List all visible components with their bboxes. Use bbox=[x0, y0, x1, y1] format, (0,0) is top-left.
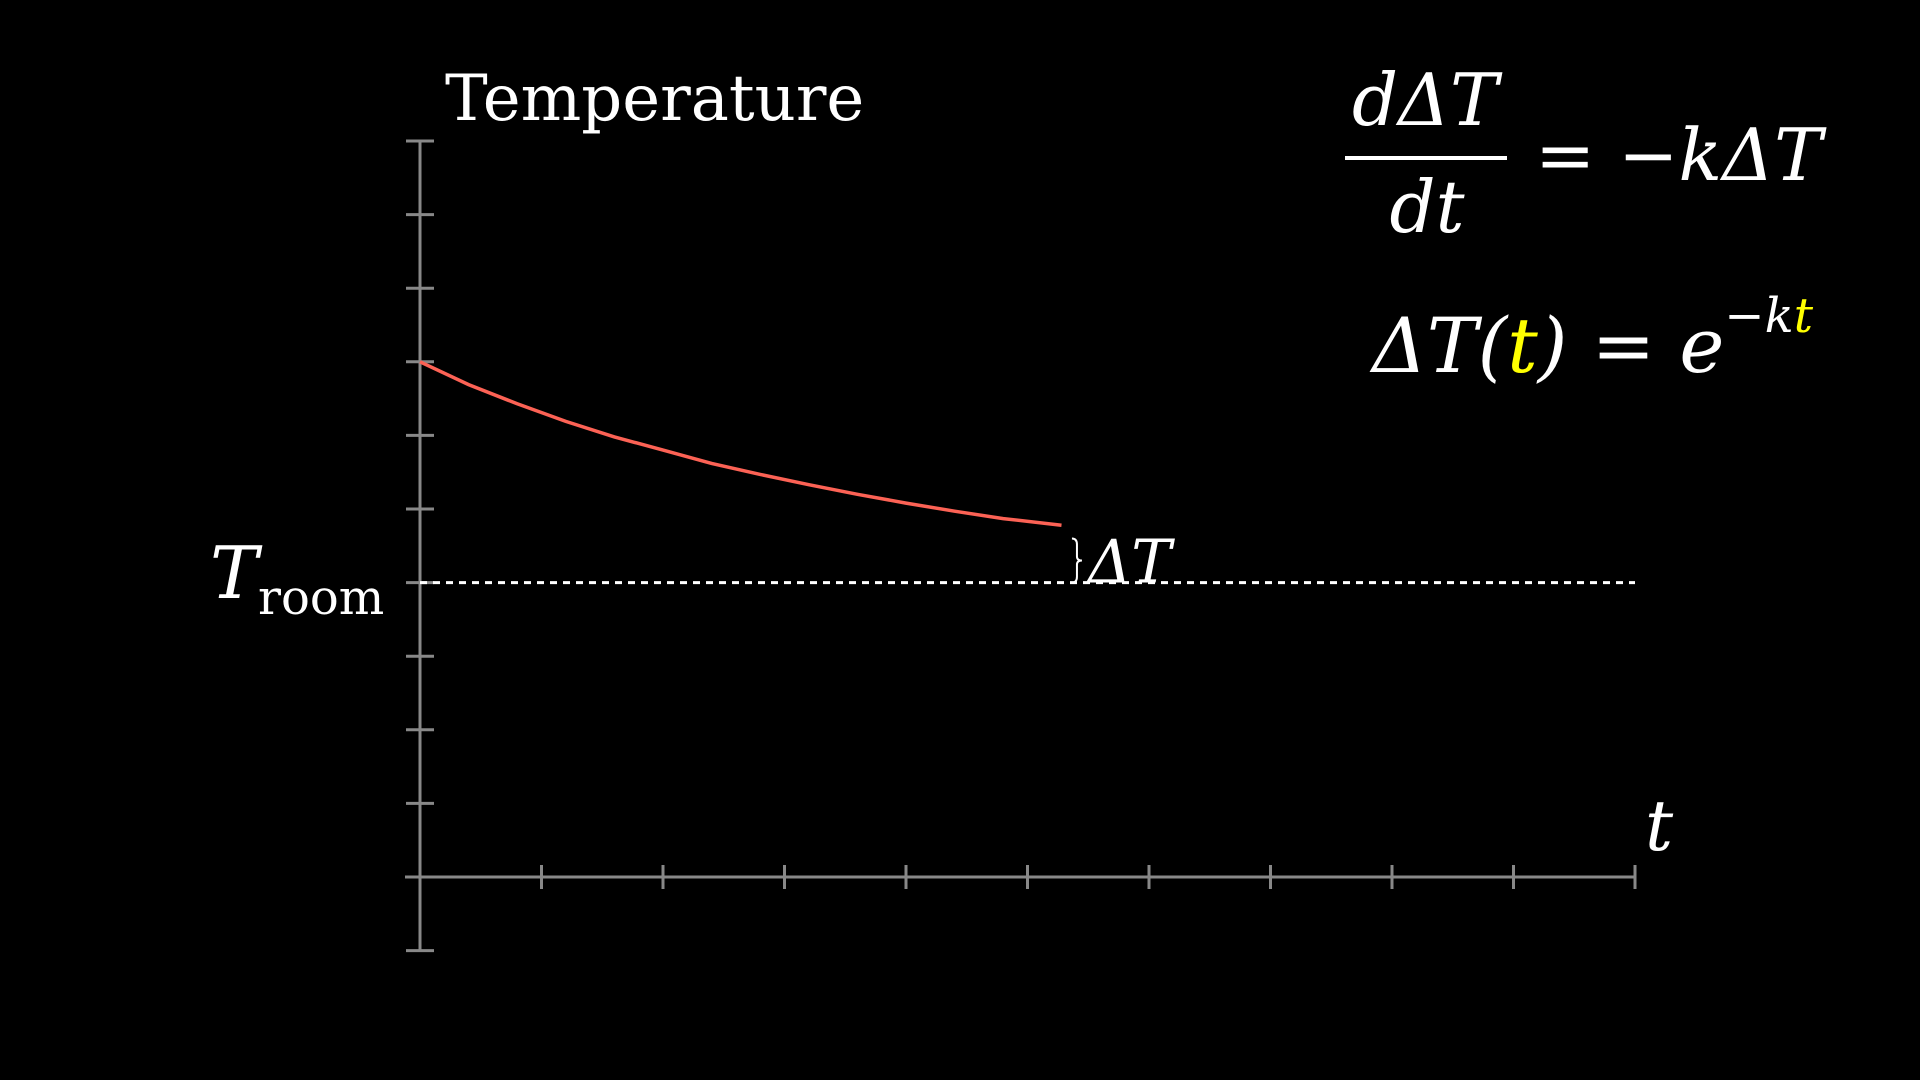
solution-exponent-t: t bbox=[1794, 288, 1814, 344]
solution-equation: ΔT(t) = e−kt bbox=[1369, 288, 1814, 390]
ode-rhs: = −kΔT bbox=[1535, 113, 1827, 197]
delta-t-brace bbox=[1071, 537, 1082, 584]
ode-denominator: dt bbox=[1389, 165, 1465, 249]
y-axis-title: Temperature bbox=[445, 62, 864, 136]
tick-marks bbox=[406, 139, 1637, 953]
x-axis-label: t bbox=[1645, 785, 1674, 867]
axes bbox=[405, 141, 1635, 951]
room-label-sub: room bbox=[258, 570, 384, 626]
differential-equation: dΔT dt = −kΔT bbox=[1345, 58, 1827, 249]
room-label-main: T bbox=[210, 531, 263, 615]
solution-mid: ) = e bbox=[1536, 301, 1725, 390]
series-line bbox=[419, 360, 1062, 527]
solution-exponent-k: −k bbox=[1724, 288, 1793, 344]
ode-numerator: dΔT bbox=[1352, 58, 1503, 142]
brace-shape bbox=[1071, 537, 1082, 584]
room-temperature-label: Troom bbox=[210, 531, 384, 626]
solution-t-variable: t bbox=[1507, 301, 1538, 390]
delta-t-label: ΔT bbox=[1086, 528, 1175, 598]
solution-lhs: ΔT( bbox=[1369, 301, 1509, 390]
